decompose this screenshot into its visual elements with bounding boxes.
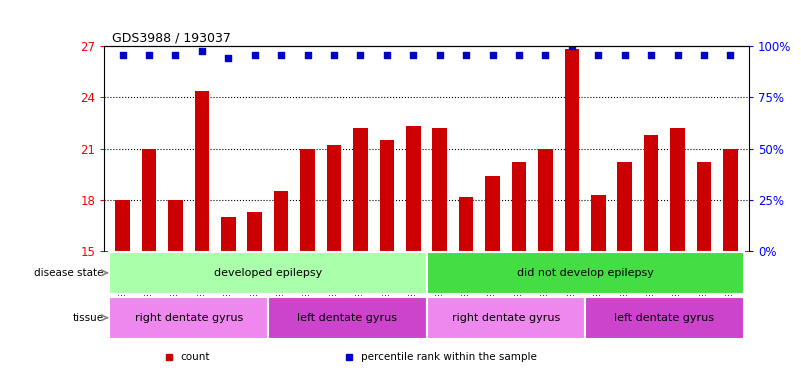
Text: left dentate gyrus: left dentate gyrus: [614, 313, 714, 323]
Bar: [221, 217, 235, 251]
Bar: [353, 128, 368, 251]
Point: [116, 51, 129, 58]
Bar: [591, 195, 606, 251]
Text: tissue: tissue: [72, 313, 103, 323]
Bar: [670, 128, 685, 251]
Bar: [427, 252, 743, 295]
Point: [354, 51, 367, 58]
Bar: [433, 128, 447, 251]
Bar: [300, 149, 315, 251]
Text: right dentate gyrus: right dentate gyrus: [452, 313, 560, 323]
Point: [301, 51, 314, 58]
Bar: [427, 297, 585, 339]
Point: [592, 51, 605, 58]
Bar: [723, 149, 738, 251]
Text: right dentate gyrus: right dentate gyrus: [135, 313, 243, 323]
Bar: [110, 252, 427, 295]
Bar: [268, 297, 427, 339]
Text: GDS3988 / 193037: GDS3988 / 193037: [112, 31, 231, 44]
Point: [433, 51, 446, 58]
Point: [566, 43, 578, 49]
Bar: [565, 50, 579, 251]
Bar: [585, 297, 743, 339]
Point: [380, 51, 393, 58]
Text: left dentate gyrus: left dentate gyrus: [297, 313, 397, 323]
Bar: [644, 135, 658, 251]
Point: [539, 51, 552, 58]
Bar: [538, 149, 553, 251]
Bar: [380, 140, 394, 251]
Bar: [110, 297, 268, 339]
Point: [460, 51, 473, 58]
Text: disease state: disease state: [34, 268, 103, 278]
Bar: [618, 162, 632, 251]
Bar: [697, 162, 711, 251]
Bar: [485, 176, 500, 251]
Text: count: count: [180, 352, 210, 362]
Point: [486, 51, 499, 58]
Point: [645, 51, 658, 58]
Bar: [248, 212, 262, 251]
Point: [513, 51, 525, 58]
Bar: [115, 200, 130, 251]
Point: [671, 51, 684, 58]
Point: [407, 51, 420, 58]
Point: [143, 51, 155, 58]
Bar: [459, 197, 473, 251]
Bar: [195, 91, 209, 251]
Point: [328, 51, 340, 58]
Bar: [327, 145, 341, 251]
Point: [248, 51, 261, 58]
Point: [195, 48, 208, 54]
Bar: [274, 192, 288, 251]
Text: did not develop epilepsy: did not develop epilepsy: [517, 268, 654, 278]
Text: percentile rank within the sample: percentile rank within the sample: [360, 352, 537, 362]
Bar: [142, 149, 156, 251]
Point: [275, 51, 288, 58]
Bar: [512, 162, 526, 251]
Point: [698, 51, 710, 58]
Point: [618, 51, 631, 58]
Point: [169, 51, 182, 58]
Bar: [168, 200, 183, 251]
Point: [724, 51, 737, 58]
Text: developed epilepsy: developed epilepsy: [214, 268, 322, 278]
Point: [222, 55, 235, 61]
Bar: [406, 126, 421, 251]
